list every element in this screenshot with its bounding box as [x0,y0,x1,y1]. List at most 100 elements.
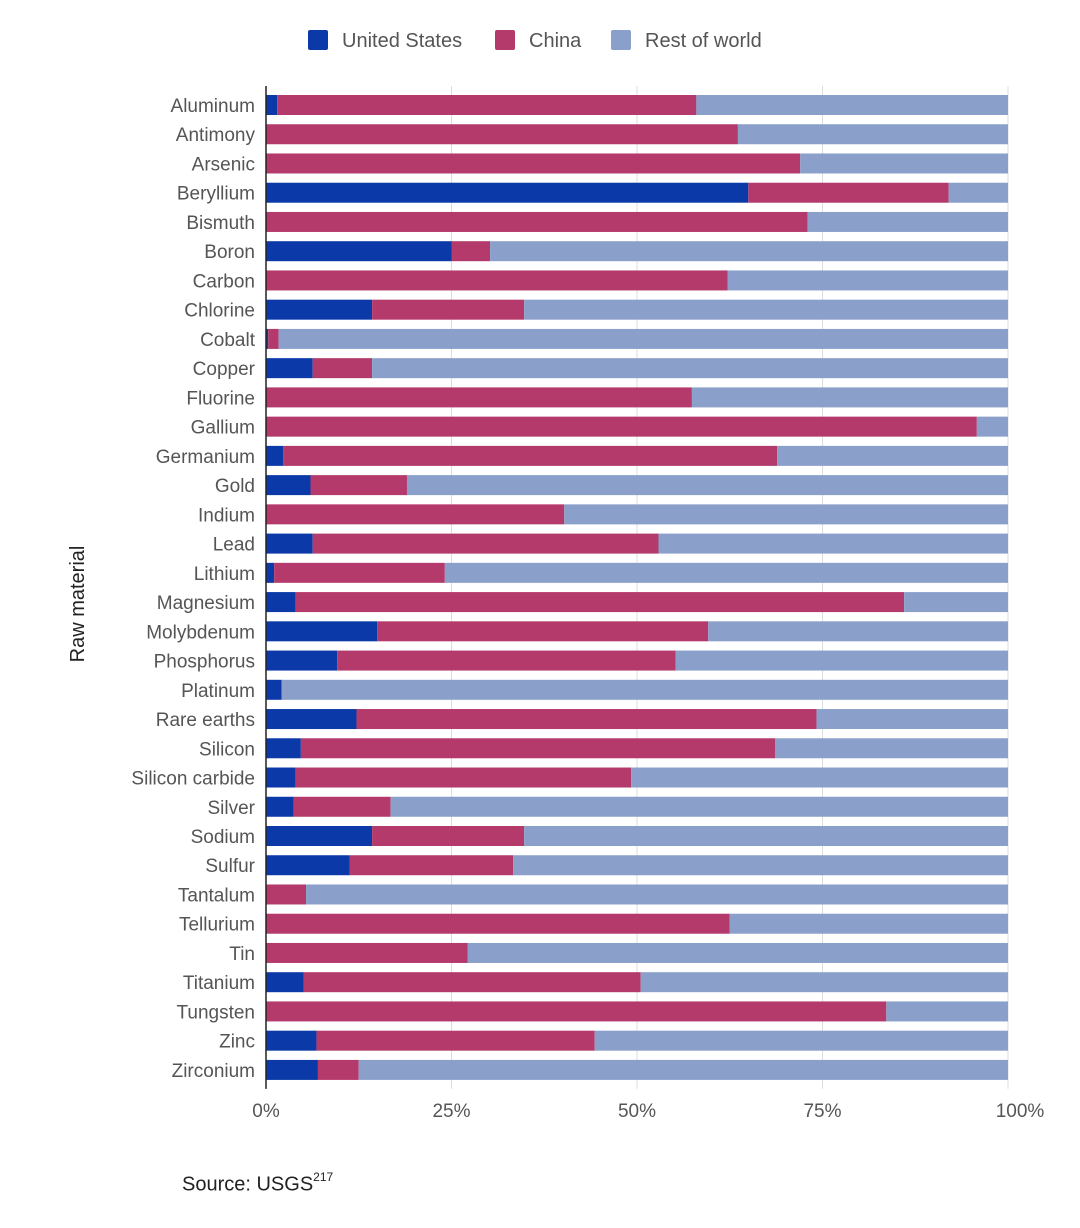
category-label: Indium [198,505,255,526]
category-label: Zinc [219,1032,255,1053]
bar-china [266,270,728,291]
category-label: Chlorine [184,301,255,322]
category-label: Tellurium [179,915,255,936]
category-label: Aluminum [171,96,255,117]
category-label: Sodium [191,827,255,848]
bar-rest-of-world [640,972,1008,993]
bar-china [266,211,808,232]
bar-rest-of-world [976,416,1008,437]
bar-united-states [266,241,452,262]
bar-china [310,475,407,496]
bar-united-states [266,709,357,730]
bar-china [317,1059,359,1080]
bar-rest-of-world [777,445,1008,466]
source-note: Source: USGS217 [182,1170,334,1197]
bar-rest-of-world [631,767,1008,788]
legend-label: United States [342,30,462,52]
bar-rest-of-world [281,679,1008,700]
category-label: Bismuth [186,213,255,234]
bar-united-states [266,299,373,320]
bar-china [268,328,279,349]
stacked-bar-chart: United States China Rest of world Aluminum… [67,30,1044,1122]
bar-united-states [266,328,269,349]
bar-rest-of-world [816,709,1008,730]
bar-united-states [266,826,373,846]
category-label: Carbon [193,271,255,292]
bar-rest-of-world [524,299,1008,320]
x-axis-ticks: 0% 25% 50% 75% 100% [252,1101,1044,1122]
bar-united-states [266,445,284,466]
bar-china [316,1030,595,1051]
bar-china [266,1001,887,1022]
bar-china [377,621,709,642]
bar-rest-of-world [691,387,1008,408]
legend-swatch [495,30,515,50]
bar-china [293,796,391,817]
bar-china [266,913,730,934]
bar-rest-of-world [390,796,1008,817]
bar-rest-of-world [886,1001,1008,1022]
bar-united-states [266,475,311,496]
category-label: Platinum [181,681,255,702]
category-label: Tantalum [178,885,255,906]
legend-label: Rest of world [645,30,762,52]
bar-rest-of-world [737,124,1008,145]
category-label: Gold [215,476,255,497]
legend-item: China [495,30,582,52]
bar-china [300,738,776,759]
bar-united-states [266,95,278,115]
bar-rest-of-world [406,475,1009,496]
bar-china [283,445,778,466]
bar-china [372,826,525,846]
bar-rest-of-world [524,826,1008,846]
category-label: Zirconium [172,1061,255,1082]
bar-china [266,942,468,963]
bar-china [277,95,697,115]
source-text: Source: USGS [182,1173,314,1196]
category-label: Silicon carbide [131,769,255,790]
bar-united-states [266,738,301,759]
category-label: Antimony [176,125,256,146]
bar-united-states [266,855,350,876]
bar-rest-of-world [306,884,1008,905]
bar-united-states [266,1030,317,1051]
bar-rest-of-world [727,270,1008,291]
x-tick-label: 50% [618,1101,656,1122]
gridlines [451,86,1009,1089]
bar-united-states [266,796,294,817]
bars [266,95,1009,1080]
bar-china [266,153,801,174]
category-labels: Aluminum Antimony Arsenic Beryllium Bismuth B… [131,96,255,1082]
bar-rest-of-world [490,241,1009,262]
bar-rest-of-world [372,358,1009,379]
bar-china [266,884,307,905]
bar-china [266,416,977,437]
category-label: Titanium [183,973,255,994]
category-label: Arsenic [192,154,255,175]
bar-rest-of-world [948,182,1008,203]
category-label: Gallium [191,418,255,439]
source-footnote: 217 [313,1170,334,1184]
bar-china [748,182,949,203]
bar-china [372,299,525,320]
category-label: Fluorine [186,388,255,409]
bar-china [312,358,373,379]
bar-rest-of-world [594,1030,1008,1051]
bar-china [274,562,445,583]
bar-rest-of-world [675,650,1008,671]
category-label: Cobalt [200,330,256,351]
x-tick-label: 25% [432,1101,470,1122]
bar-china [451,241,491,262]
legend: United States China Rest of world [308,30,762,52]
bar-united-states [266,621,378,642]
bar-rest-of-world [800,153,1008,174]
legend-swatch [308,30,328,50]
category-label: Lead [213,535,255,556]
category-label: Lithium [194,564,255,585]
category-label: Germanium [156,447,255,468]
bar-china [356,709,817,730]
category-label: Sulfur [205,856,255,877]
bar-china [266,124,738,145]
bar-rest-of-world [658,533,1008,554]
bar-united-states [266,972,304,993]
